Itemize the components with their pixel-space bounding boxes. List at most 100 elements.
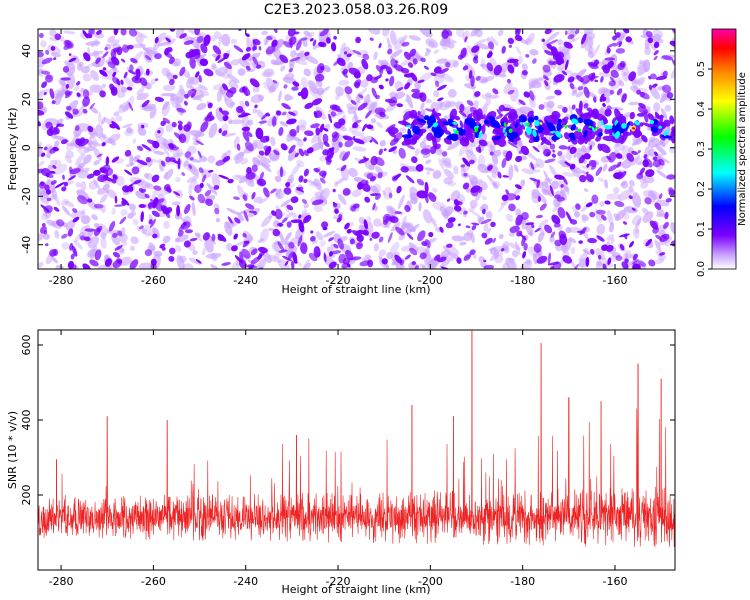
spectrogram-cell bbox=[222, 155, 231, 163]
spectrogram-cell bbox=[279, 121, 289, 127]
spectrogram-cell bbox=[121, 242, 128, 247]
spectrogram-cell bbox=[323, 231, 336, 238]
spectrogram-cell bbox=[185, 229, 193, 234]
spectrogram-cell bbox=[498, 138, 507, 147]
spectrogram-cell bbox=[209, 35, 218, 42]
spectrogram-cell bbox=[191, 178, 198, 184]
spectrogram-cell bbox=[520, 211, 529, 221]
spectrogram-cell bbox=[165, 156, 172, 163]
spectrogram-cell bbox=[606, 209, 614, 226]
spectrogram-cell bbox=[312, 39, 317, 47]
spectrogram-cell bbox=[442, 245, 452, 254]
spectrogram-cell bbox=[425, 159, 432, 165]
spectrogram-cell bbox=[405, 125, 412, 128]
spectrogram-cell bbox=[353, 123, 359, 129]
spectrogram-cell bbox=[303, 149, 309, 157]
spectrogram-cell bbox=[596, 235, 605, 242]
spectrogram-cell bbox=[277, 241, 285, 252]
spectrogram-cell bbox=[387, 43, 393, 51]
spectrogram-cell bbox=[229, 119, 245, 125]
spectrogram-cell bbox=[289, 128, 297, 137]
spectrogram-cell bbox=[591, 194, 599, 204]
spectrogram-cell bbox=[153, 40, 161, 51]
spectrogram-cell bbox=[539, 122, 543, 125]
spectrogram-cell bbox=[606, 47, 611, 54]
spectrogram-cell bbox=[563, 124, 566, 127]
spectrogram-cell bbox=[38, 89, 44, 97]
spectrogram-cell bbox=[496, 250, 503, 257]
spectrogram-cell bbox=[481, 195, 487, 201]
spectrogram-cell bbox=[352, 146, 367, 152]
spectrogram-cell bbox=[149, 106, 157, 119]
spectrogram-cell bbox=[480, 203, 489, 212]
spectrogram-cell bbox=[328, 113, 333, 124]
spectrogram-cell bbox=[404, 98, 410, 103]
spectrogram-cell bbox=[488, 115, 496, 122]
spectrogram-cell bbox=[352, 203, 360, 209]
spectrogram-cell bbox=[567, 72, 577, 79]
spectrogram-cell bbox=[420, 57, 426, 63]
spectrogram-cell bbox=[545, 120, 552, 129]
spectrogram-cell bbox=[600, 76, 604, 83]
spectrogram-cell bbox=[654, 143, 667, 156]
spectrogram-cell bbox=[54, 33, 62, 41]
spectrogram-cell bbox=[71, 245, 78, 257]
spectrogram-cell bbox=[281, 103, 291, 110]
spectrogram-cell bbox=[241, 113, 249, 129]
spectrogram-cell bbox=[631, 127, 636, 130]
spectrogram-cell bbox=[317, 136, 324, 151]
spectrogram-cell bbox=[81, 209, 86, 215]
spectrogram-cell bbox=[475, 75, 481, 81]
spectrogram-cell bbox=[128, 69, 136, 75]
spectrogram-cell bbox=[575, 91, 584, 98]
spectrogram-cell bbox=[558, 154, 569, 168]
spectrogram-cell bbox=[567, 76, 575, 83]
spectrogram-cell bbox=[366, 74, 373, 82]
spectrogram-cell bbox=[93, 169, 101, 176]
spectrogram-cell bbox=[529, 90, 535, 101]
spectrogram-cell bbox=[80, 235, 86, 241]
spectrogram-cell bbox=[424, 49, 431, 57]
spectrogram-cell bbox=[41, 223, 46, 227]
spectrogram-cell bbox=[270, 188, 277, 194]
spectrogram-cell bbox=[579, 174, 587, 183]
spectrogram-cell bbox=[613, 213, 620, 220]
spectrogram-cell bbox=[548, 39, 559, 45]
spectrogram-cell bbox=[261, 30, 269, 36]
spectrogram-cell bbox=[129, 259, 139, 269]
spectrogram-cell bbox=[88, 236, 99, 249]
spectrogram-cell bbox=[532, 58, 537, 64]
spectrogram-cell bbox=[300, 37, 308, 41]
spectrogram-cell bbox=[487, 164, 493, 171]
spectrogram-cell bbox=[416, 118, 427, 124]
spectrogram-cell bbox=[648, 75, 652, 80]
spectrogram-cell bbox=[194, 29, 201, 36]
spectrogram-cell bbox=[303, 168, 309, 177]
spectrogram-cell bbox=[63, 43, 73, 50]
spectrogram-cell bbox=[498, 201, 508, 213]
spectrogram-cell bbox=[346, 53, 352, 58]
spectrogram-cell bbox=[564, 161, 572, 167]
spectrogram-cell bbox=[242, 194, 248, 201]
spectrogram-cell bbox=[80, 225, 89, 236]
spectrogram-cell bbox=[663, 129, 669, 137]
spectrogram-cell bbox=[218, 128, 222, 134]
spectrogram-cell bbox=[133, 30, 148, 39]
spectrogram-cell bbox=[460, 164, 466, 168]
spectrogram-cell bbox=[93, 159, 100, 166]
spectrogram-cell bbox=[319, 123, 325, 133]
spectrogram-cell bbox=[421, 264, 426, 269]
spectrogram-cell bbox=[607, 257, 612, 266]
spectrogram-cell bbox=[474, 126, 479, 133]
spectrogram-cell bbox=[72, 216, 80, 223]
spectrogram-cell bbox=[347, 167, 358, 178]
spectrogram-cell bbox=[513, 60, 519, 67]
spectrogram-cell bbox=[347, 263, 351, 268]
spectrogram-cell bbox=[119, 256, 132, 266]
spectrogram-cell bbox=[575, 203, 581, 210]
spectrogram-cell bbox=[280, 199, 292, 208]
spectrogram-cell bbox=[374, 74, 382, 80]
spectrogram-cell bbox=[303, 30, 311, 36]
spectrogram-cell bbox=[192, 250, 198, 255]
